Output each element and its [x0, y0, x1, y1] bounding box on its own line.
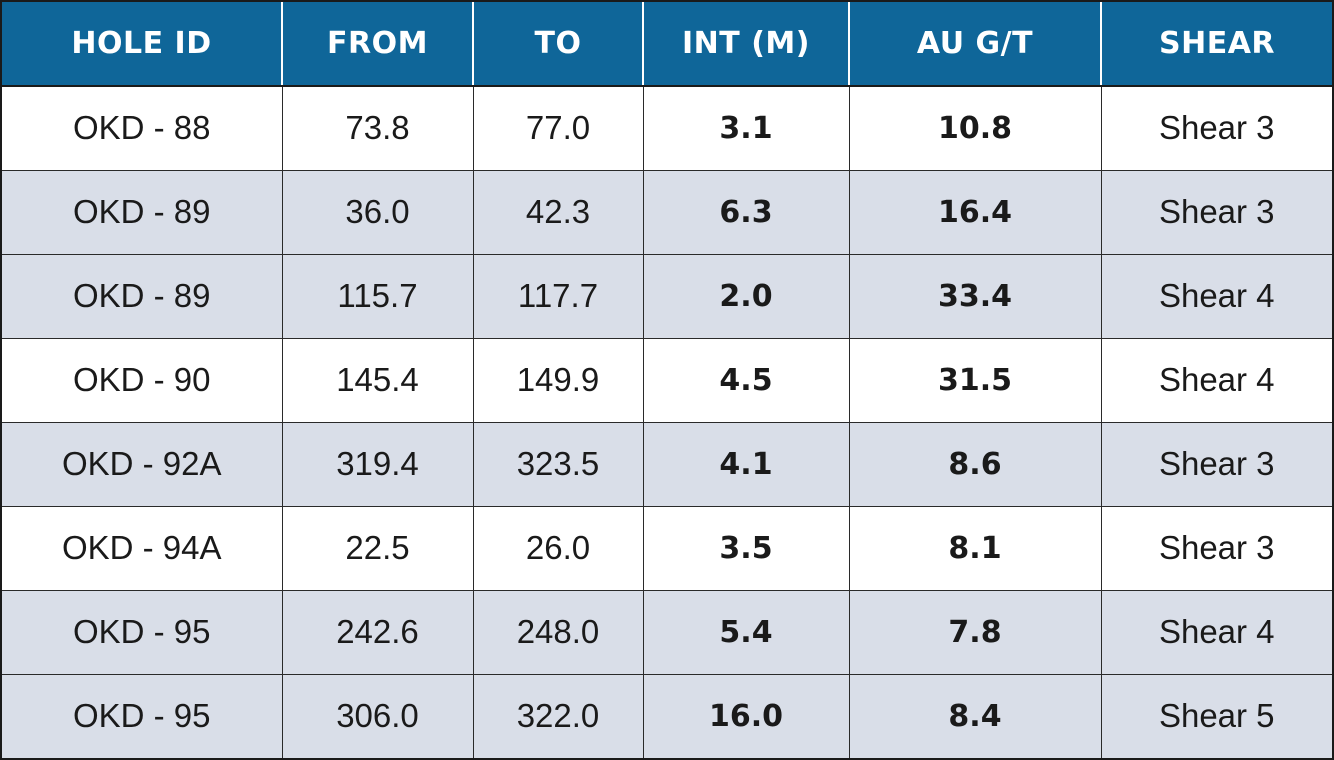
cell-from: 73.8 [281, 85, 473, 170]
header-from: FROM [281, 2, 473, 87]
cell-au-gt: 10.8 [848, 85, 1101, 170]
cell-hole-id: OKD - 94A [2, 505, 282, 590]
header-au-gt: AU G/T [848, 2, 1101, 87]
cell-au-gt: 33.4 [848, 253, 1101, 338]
cell-int-m: 5.4 [642, 589, 849, 674]
cell-to: 26.0 [472, 505, 643, 590]
cell-au-gt: 16.4 [848, 169, 1101, 254]
cell-shear: Shear 4 [1100, 253, 1332, 338]
cell-int-m: 3.5 [642, 505, 849, 590]
header-hole-id: HOLE ID [2, 2, 282, 87]
cell-to: 322.0 [472, 673, 643, 758]
cell-from: 115.7 [281, 253, 473, 338]
cell-from: 145.4 [281, 337, 473, 422]
table-body: OKD - 88 73.8 77.0 3.1 10.8 Shear 3 OKD - 89 36… [2, 85, 1332, 758]
cell-au-gt: 7.8 [848, 589, 1101, 674]
cell-int-m: 16.0 [642, 673, 849, 758]
cell-shear: Shear 4 [1100, 337, 1332, 422]
cell-shear: Shear 3 [1100, 505, 1332, 590]
table-row: OKD - 88 73.8 77.0 3.1 10.8 Shear 3 [2, 85, 1332, 170]
header-shear: SHEAR [1100, 2, 1332, 87]
header-row: HOLE ID FROM TO INT (M) AU G/T SHEAR [2, 2, 1332, 87]
cell-hole-id: OKD - 89 [2, 253, 282, 338]
cell-hole-id: OKD - 90 [2, 337, 282, 422]
cell-hole-id: OKD - 95 [2, 589, 282, 674]
cell-to: 117.7 [472, 253, 643, 338]
cell-from: 22.5 [281, 505, 473, 590]
cell-shear: Shear 5 [1100, 673, 1332, 758]
table-row: OKD - 95 242.6 248.0 5.4 7.8 Shear 4 [2, 589, 1332, 674]
cell-to: 42.3 [472, 169, 643, 254]
cell-au-gt: 8.6 [848, 421, 1101, 506]
cell-hole-id: OKD - 92A [2, 421, 282, 506]
cell-int-m: 3.1 [642, 85, 849, 170]
cell-to: 248.0 [472, 589, 643, 674]
cell-from: 319.4 [281, 421, 473, 506]
table-row: OKD - 94A 22.5 26.0 3.5 8.1 Shear 3 [2, 505, 1332, 590]
cell-au-gt: 31.5 [848, 337, 1101, 422]
cell-au-gt: 8.4 [848, 673, 1101, 758]
cell-hole-id: OKD - 95 [2, 673, 282, 758]
cell-to: 323.5 [472, 421, 643, 506]
cell-au-gt: 8.1 [848, 505, 1101, 590]
table-header: HOLE ID FROM TO INT (M) AU G/T SHEAR [2, 2, 1332, 87]
table-row: OKD - 90 145.4 149.9 4.5 31.5 Shear 4 [2, 337, 1332, 422]
table-row: OKD - 89 36.0 42.3 6.3 16.4 Shear 3 [2, 169, 1332, 254]
table-row: OKD - 92A 319.4 323.5 4.1 8.6 Shear 3 [2, 421, 1332, 506]
table-row: OKD - 95 306.0 322.0 16.0 8.4 Shear 5 [2, 673, 1332, 758]
cell-shear: Shear 3 [1100, 85, 1332, 170]
header-to: TO [472, 2, 643, 87]
cell-int-m: 6.3 [642, 169, 849, 254]
cell-int-m: 4.1 [642, 421, 849, 506]
cell-hole-id: OKD - 89 [2, 169, 282, 254]
cell-hole-id: OKD - 88 [2, 85, 282, 170]
cell-int-m: 2.0 [642, 253, 849, 338]
cell-to: 149.9 [472, 337, 643, 422]
table-row: OKD - 89 115.7 117.7 2.0 33.4 Shear 4 [2, 253, 1332, 338]
cell-shear: Shear 3 [1100, 421, 1332, 506]
cell-int-m: 4.5 [642, 337, 849, 422]
cell-to: 77.0 [472, 85, 643, 170]
cell-shear: Shear 3 [1100, 169, 1332, 254]
cell-from: 242.6 [281, 589, 473, 674]
cell-from: 36.0 [281, 169, 473, 254]
cell-shear: Shear 4 [1100, 589, 1332, 674]
header-int-m: INT (M) [642, 2, 849, 87]
cell-from: 306.0 [281, 673, 473, 758]
